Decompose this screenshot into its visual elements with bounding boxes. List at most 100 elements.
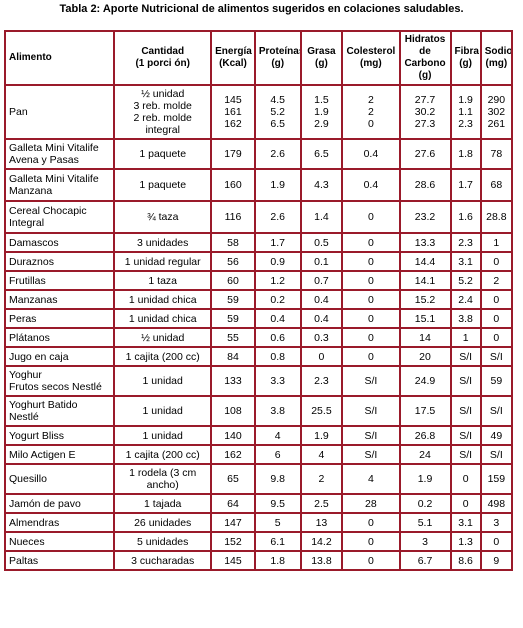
table-row: Frutillas 1 taza 60 1.2 0.7 0 14.1 5.2 2 xyxy=(3,270,514,291)
cell-colesterol: 0 xyxy=(341,512,401,533)
cell-proteinas: 2.6 xyxy=(253,200,302,234)
table-row: Manzanas 1 unidad chica 59 0.2 0.4 0 15.2 2.4 0 xyxy=(3,289,514,310)
cell-hidratos: 14.1 xyxy=(398,270,452,291)
cell-cantidad: ¾ taza xyxy=(113,200,213,234)
cell-sodio: 59 xyxy=(479,365,514,397)
cell-fibra: 2.4 xyxy=(449,289,482,310)
cell-sodio: 28.8 xyxy=(479,200,514,234)
cell-cantidad: 1 unidad regular xyxy=(113,251,213,272)
cell-sodio: 0 xyxy=(479,251,514,272)
cell-energia: 179 xyxy=(210,138,256,170)
cell-sodio: 0 xyxy=(479,289,514,310)
cell-energia: 116 xyxy=(210,200,256,234)
cell-fibra: S/I xyxy=(449,444,482,465)
cell-fibra: S/I xyxy=(449,365,482,397)
cell-energia: 133 xyxy=(210,365,256,397)
cell-alimento: Cereal Chocapic Integral xyxy=(3,200,116,234)
table-row: Peras 1 unidad chica 59 0.4 0.4 0 15.1 3.8 0 xyxy=(3,308,514,329)
cell-sodio: 3 xyxy=(479,512,514,533)
cell-colesterol: S/I xyxy=(341,425,401,446)
cell-cantidad: 1 unidad xyxy=(113,425,213,446)
cell-cantidad: 1 unidad chica xyxy=(113,289,213,310)
cell-cantidad: 1 unidad xyxy=(113,365,213,397)
cell-fibra: 3.1 xyxy=(449,251,482,272)
cell-hidratos: 23.2 xyxy=(398,200,452,234)
cell-energia: 84 xyxy=(210,346,256,367)
table-row: Paltas 3 cucharadas 145 1.8 13.8 0 6.7 8.6 9 xyxy=(3,550,514,571)
cell-energia: 55 xyxy=(210,327,256,348)
cell-sodio: S/I xyxy=(479,395,514,427)
cell-fibra: 2.3 xyxy=(449,232,482,253)
cell-sodio: 9 xyxy=(479,550,514,571)
cell-energia: 145 161 162 xyxy=(210,84,256,140)
cell-cantidad: 3 cucharadas xyxy=(113,550,213,571)
cell-hidratos: 3 xyxy=(398,531,452,552)
cell-alimento: Nueces xyxy=(3,531,116,552)
cell-fibra: 0 xyxy=(449,463,482,495)
cell-cantidad: 1 unidad xyxy=(113,395,213,427)
cell-alimento: Yoghurt Batido Nestlé xyxy=(3,395,116,427)
table-row: Jugo en caja 1 cajita (200 cc) 84 0.8 0 0 20 S/… xyxy=(3,346,514,367)
cell-colesterol: 4 xyxy=(341,463,401,495)
cell-alimento: Paltas xyxy=(3,550,116,571)
header-hidratos: Hidratos de Carbono (g) xyxy=(398,30,452,86)
cell-alimento: Galleta Mini Vitalife Avena y Pasas xyxy=(3,138,116,170)
cell-grasa: 14.2 xyxy=(299,531,344,552)
cell-cantidad: 1 paquete xyxy=(113,168,213,202)
header-grasa: Grasa (g) xyxy=(299,30,344,86)
header-row: Alimento Cantidad (1 porci ón) Energía (Kc… xyxy=(3,30,514,86)
cell-colesterol: 0 xyxy=(341,550,401,571)
cell-colesterol: 0 xyxy=(341,346,401,367)
cell-energia: 162 xyxy=(210,444,256,465)
cell-sodio: 0 xyxy=(479,327,514,348)
cell-grasa: 0.1 xyxy=(299,251,344,272)
cell-grasa: 0.7 xyxy=(299,270,344,291)
cell-energia: 56 xyxy=(210,251,256,272)
cell-sodio: S/I xyxy=(479,346,514,367)
cell-proteinas: 2.6 xyxy=(253,138,302,170)
cell-cantidad: 1 rodela (3 cm ancho) xyxy=(113,463,213,495)
cell-proteinas: 0.6 xyxy=(253,327,302,348)
cell-colesterol: 0 xyxy=(341,232,401,253)
cell-grasa: 1.4 xyxy=(299,200,344,234)
cell-proteinas: 4 xyxy=(253,425,302,446)
cell-fibra: 1.6 xyxy=(449,200,482,234)
header-colesterol: Colesterol (mg) xyxy=(341,30,401,86)
cell-sodio: 2 xyxy=(479,270,514,291)
table-row: Duraznos 1 unidad regular 56 0.9 0.1 0 14.4 3.1… xyxy=(3,251,514,272)
cell-colesterol: 0 xyxy=(341,531,401,552)
table-row: Cereal Chocapic Integral ¾ taza 116 2.6 1.4 0… xyxy=(3,200,514,234)
table-row: Almendras 26 unidades 147 5 13 0 5.1 3.1 3 xyxy=(3,512,514,533)
cell-fibra: S/I xyxy=(449,346,482,367)
cell-cantidad: 3 unidades xyxy=(113,232,213,253)
cell-energia: 145 xyxy=(210,550,256,571)
cell-hidratos: 6.7 xyxy=(398,550,452,571)
nutrition-table: Alimento Cantidad (1 porci ón) Energía (Kc… xyxy=(3,30,514,571)
cell-hidratos: 13.3 xyxy=(398,232,452,253)
cell-fibra: S/I xyxy=(449,395,482,427)
cell-hidratos: 24 xyxy=(398,444,452,465)
cell-grasa: 0.4 xyxy=(299,308,344,329)
cell-cantidad: ½ unidad xyxy=(113,327,213,348)
cell-alimento: Yogurt Bliss xyxy=(3,425,116,446)
cell-alimento: Pan xyxy=(3,84,116,140)
cell-hidratos: 26.8 xyxy=(398,425,452,446)
cell-proteinas: 3.8 xyxy=(253,395,302,427)
table-row: Galleta Mini Vitalife Avena y Pasas 1 paq… xyxy=(3,138,514,170)
cell-cantidad: 5 unidades xyxy=(113,531,213,552)
cell-cantidad: 1 unidad chica xyxy=(113,308,213,329)
cell-proteinas: 6.1 xyxy=(253,531,302,552)
cell-alimento: Milo Actigen E xyxy=(3,444,116,465)
cell-cantidad: 1 cajita (200 cc) xyxy=(113,346,213,367)
cell-grasa: 1.5 1.9 2.9 xyxy=(299,84,344,140)
cell-proteinas: 3.3 xyxy=(253,365,302,397)
cell-fibra: S/I xyxy=(449,425,482,446)
header-proteinas: Proteínas (g) xyxy=(253,30,302,86)
cell-grasa: 0.5 xyxy=(299,232,344,253)
cell-proteinas: 5 xyxy=(253,512,302,533)
cell-proteinas: 9.8 xyxy=(253,463,302,495)
cell-hidratos: 27.7 30.2 27.3 xyxy=(398,84,452,140)
cell-colesterol: 0.4 xyxy=(341,138,401,170)
cell-proteinas: 6 xyxy=(253,444,302,465)
